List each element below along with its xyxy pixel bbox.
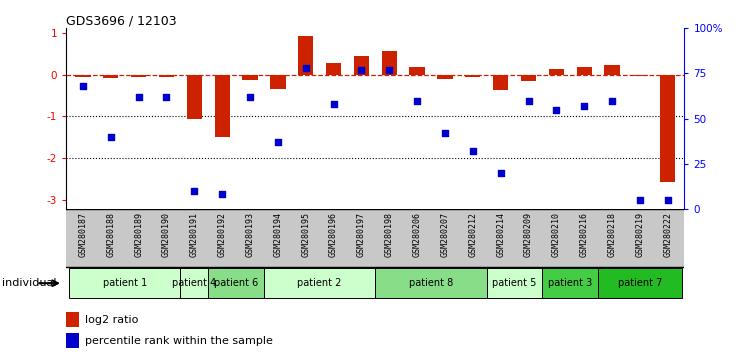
Text: patient 1: patient 1 (102, 278, 147, 288)
Text: patient 2: patient 2 (297, 278, 342, 288)
Bar (632, 74, 648, 76)
Point (606, 98, 618, 103)
Text: patient 5: patient 5 (492, 278, 537, 288)
Bar (542, 268, 598, 298)
Bar (486, 268, 542, 298)
Bar (576, 67, 592, 74)
Text: GSM280192: GSM280192 (218, 212, 227, 257)
Bar (187, 74, 202, 119)
Point (551, 107, 562, 113)
Text: GSM280209: GSM280209 (524, 212, 533, 257)
Bar (437, 74, 453, 79)
Text: GSM280206: GSM280206 (413, 212, 422, 257)
Text: GSM280210: GSM280210 (552, 212, 561, 257)
Bar (409, 67, 425, 74)
Point (188, 188, 200, 194)
Bar (354, 56, 369, 74)
Point (132, 94, 144, 100)
Point (272, 139, 284, 145)
Text: GSM280197: GSM280197 (357, 212, 366, 257)
Text: percentile rank within the sample: percentile rank within the sample (85, 336, 272, 346)
Bar (270, 74, 286, 89)
Text: GSM280195: GSM280195 (301, 212, 311, 257)
Bar (465, 74, 481, 76)
Bar (326, 63, 342, 74)
Text: log2 ratio: log2 ratio (85, 315, 138, 325)
Text: GSM280190: GSM280190 (162, 212, 171, 257)
Bar (69, 268, 180, 298)
Text: GSM280187: GSM280187 (79, 212, 88, 257)
Point (328, 101, 339, 107)
Bar (131, 74, 146, 77)
Point (383, 67, 395, 73)
Text: GSM280196: GSM280196 (329, 212, 338, 257)
Bar (604, 65, 620, 74)
Point (439, 130, 451, 136)
Text: individual: individual (2, 278, 57, 288)
Bar (298, 36, 314, 74)
Text: GSM280207: GSM280207 (440, 212, 450, 257)
Point (244, 94, 256, 100)
Text: GSM280219: GSM280219 (635, 212, 645, 257)
Text: patient 4: patient 4 (172, 278, 216, 288)
Point (467, 148, 478, 154)
Bar (382, 51, 397, 74)
Text: GSM280191: GSM280191 (190, 212, 199, 257)
Bar (208, 268, 264, 298)
Text: GSM280189: GSM280189 (134, 212, 143, 257)
Text: GSM280218: GSM280218 (608, 212, 617, 257)
Bar (103, 74, 118, 78)
Text: GSM280212: GSM280212 (468, 212, 478, 257)
Bar (660, 74, 676, 182)
Text: GDS3696 / 12103: GDS3696 / 12103 (66, 14, 177, 27)
Point (662, 197, 673, 202)
Point (495, 170, 506, 176)
Bar (75, 74, 91, 76)
Point (77, 83, 89, 89)
Bar (214, 74, 230, 137)
Bar (159, 74, 174, 76)
Bar (375, 268, 486, 298)
Text: GSM280216: GSM280216 (580, 212, 589, 257)
Bar (180, 268, 208, 298)
Text: patient 6: patient 6 (214, 278, 258, 288)
Point (300, 65, 311, 71)
Text: GSM280193: GSM280193 (246, 212, 255, 257)
Text: GSM280222: GSM280222 (663, 212, 672, 257)
Bar (66, 333, 79, 348)
Point (411, 98, 423, 103)
Bar (598, 268, 682, 298)
Text: GSM280198: GSM280198 (385, 212, 394, 257)
Bar (549, 69, 564, 74)
Point (578, 103, 590, 109)
Text: GSM280194: GSM280194 (273, 212, 283, 257)
Bar (493, 74, 509, 91)
Text: GSM280214: GSM280214 (496, 212, 505, 257)
Text: patient 8: patient 8 (409, 278, 453, 288)
Bar (66, 312, 79, 327)
Point (105, 134, 117, 139)
Point (634, 197, 645, 202)
Bar (521, 74, 537, 81)
Text: patient 3: patient 3 (548, 278, 592, 288)
Bar (264, 268, 375, 298)
Point (216, 192, 228, 197)
Point (523, 98, 534, 103)
Bar (242, 74, 258, 80)
Point (355, 67, 367, 73)
Text: patient 7: patient 7 (618, 278, 662, 288)
Point (160, 94, 172, 100)
Text: GSM280188: GSM280188 (106, 212, 116, 257)
